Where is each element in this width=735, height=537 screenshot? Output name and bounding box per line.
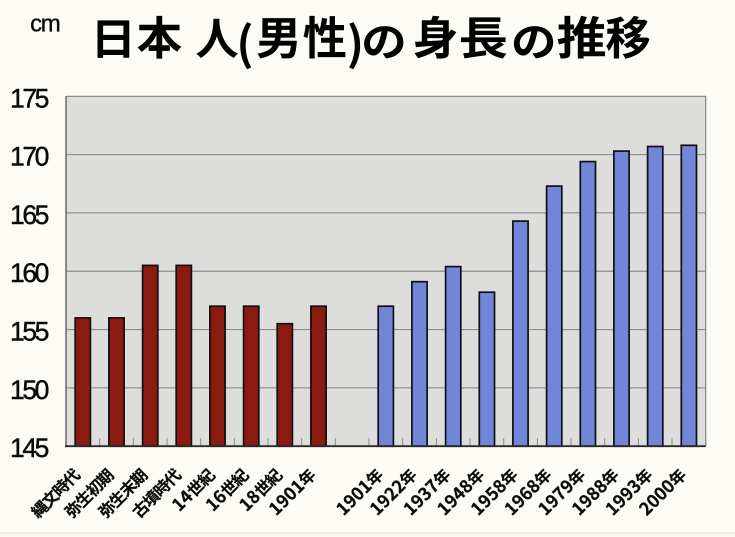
svg-text:170: 170 (10, 142, 49, 172)
svg-text:175: 175 (10, 83, 49, 113)
svg-text:160: 160 (10, 258, 49, 288)
svg-text:165: 165 (10, 200, 49, 230)
svg-text:145: 145 (10, 433, 49, 463)
svg-text:150: 150 (10, 375, 49, 405)
svg-text:cm: cm (30, 10, 60, 37)
svg-text:155: 155 (10, 317, 49, 347)
